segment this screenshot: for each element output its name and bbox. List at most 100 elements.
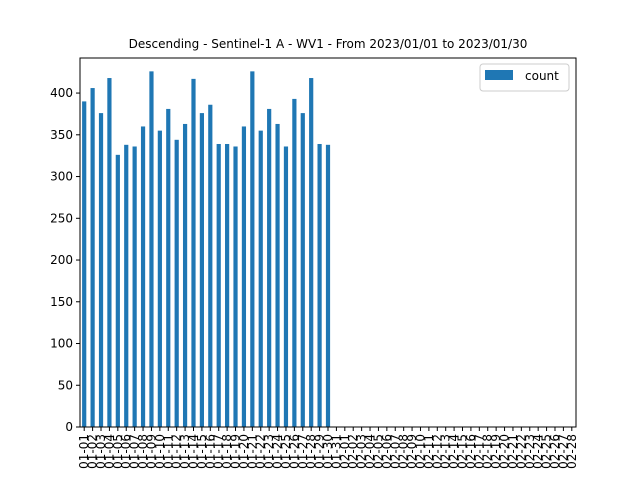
bar: [300, 113, 305, 427]
plot-frame: [79, 57, 577, 428]
bar: [182, 123, 188, 427]
x-tick-label: 02-15: [456, 434, 470, 469]
bar: [166, 108, 171, 428]
x-tick-label: 01-08: [136, 434, 150, 469]
bar: [199, 113, 204, 427]
x-tick-label: 02-26: [548, 434, 562, 469]
bar: [216, 143, 221, 428]
x-tick-label: 01-09: [144, 434, 158, 469]
x-tick-label: 02-17: [472, 434, 486, 469]
x-tick-label: 01-24: [271, 434, 285, 469]
x-tick-label: 01-21: [245, 434, 259, 469]
x-tick-label: 02-05: [371, 434, 385, 469]
y-tick-label: 200: [50, 253, 73, 267]
y-tick-label: 150: [50, 295, 73, 309]
x-tick-label: 02-27: [556, 434, 570, 469]
chart-title: Descending - Sentinel-1 A - WV1 - From 2…: [129, 37, 528, 51]
x-tick-label: 01-23: [262, 434, 276, 469]
x-tick-label: 02-07: [388, 434, 402, 469]
legend-label: count: [525, 69, 559, 83]
x-tick-label: 02-06: [380, 434, 394, 469]
x-tick-label: 01-14: [186, 434, 200, 469]
bar: [258, 130, 263, 427]
bar: [107, 78, 112, 427]
x-tick-label: 01-04: [102, 434, 116, 469]
bar: [267, 108, 272, 428]
bar: [309, 78, 314, 427]
x-axis: 01-0101-0201-0301-0401-0501-0601-0701-08…: [77, 427, 579, 469]
x-tick-label: 01-22: [254, 434, 268, 469]
bar: [149, 71, 154, 428]
x-tick-label: 02-11: [422, 434, 436, 469]
legend: count: [479, 63, 570, 92]
x-tick-label: 01-01: [77, 434, 91, 469]
y-tick-label: 100: [50, 337, 73, 351]
x-tick-label: 01-03: [94, 434, 108, 469]
x-tick-label: 02-22: [514, 434, 528, 469]
x-tick-label: 01-12: [170, 434, 184, 469]
bars-group: [82, 71, 331, 428]
bar: [317, 143, 322, 428]
y-tick-label: 50: [58, 378, 73, 392]
x-tick-label: 01-31: [329, 434, 343, 469]
bar: [174, 139, 179, 427]
x-tick-label: 02-04: [363, 434, 377, 469]
y-tick-label: 300: [50, 170, 73, 184]
x-tick-label: 02-16: [464, 434, 478, 469]
x-tick-label: 01-19: [229, 434, 243, 469]
x-tick-label: 02-24: [531, 434, 545, 469]
bar: [98, 113, 104, 427]
y-tick-label: 400: [50, 86, 73, 100]
y-tick-label: 250: [50, 211, 73, 225]
x-tick-label: 01-20: [237, 434, 251, 469]
x-tick-label: 02-02: [346, 434, 360, 469]
x-tick-label: 01-16: [203, 434, 217, 469]
bar: [115, 154, 120, 427]
x-tick-label: 02-18: [481, 434, 495, 469]
bar: [250, 71, 255, 428]
x-tick-label: 02-13: [439, 434, 453, 469]
bar: [241, 126, 247, 428]
x-tick-label: 02-01: [338, 434, 352, 469]
legend-swatch: [485, 70, 513, 80]
bar: [233, 146, 238, 428]
x-tick-label: 01-11: [161, 434, 175, 469]
x-tick-label: 02-25: [540, 434, 554, 469]
bar: [140, 126, 146, 428]
bar: [90, 88, 95, 428]
x-tick-label: 02-23: [523, 434, 537, 469]
bar: [157, 130, 162, 427]
x-tick-label: 02-19: [489, 434, 503, 469]
bar: [132, 146, 137, 428]
x-tick-label: 01-06: [119, 434, 133, 469]
bar: [292, 98, 297, 427]
x-tick-label: 01-29: [313, 434, 327, 469]
x-tick-label: 01-10: [153, 434, 167, 469]
x-tick-label: 01-17: [212, 434, 226, 469]
x-tick-label: 01-15: [195, 434, 209, 469]
bar: [208, 104, 213, 427]
x-tick-label: 02-14: [447, 434, 461, 469]
x-tick-label: 01-07: [128, 434, 142, 469]
x-tick-label: 01-13: [178, 434, 192, 469]
y-tick-label: 0: [65, 420, 73, 434]
y-tick-label: 350: [50, 128, 73, 142]
x-tick-label: 01-30: [321, 434, 335, 469]
x-tick-label: 01-02: [86, 434, 100, 469]
x-tick-label: 01-25: [279, 434, 293, 469]
x-tick-label: 02-08: [397, 434, 411, 469]
y-axis: 0 50 100 150 200 250 300 350 400: [50, 86, 80, 434]
bar: [124, 144, 129, 427]
bar: [82, 101, 87, 427]
x-tick-label: 02-21: [506, 434, 520, 469]
x-tick-label: 01-05: [111, 434, 125, 469]
x-tick-label: 02-20: [498, 434, 512, 469]
x-tick-label: 02-10: [413, 434, 427, 469]
x-tick-label: 02-28: [565, 434, 579, 469]
x-tick-label: 01-28: [304, 434, 318, 469]
bar: [283, 146, 289, 428]
x-tick-label: 02-09: [405, 434, 419, 469]
x-tick-label: 01-27: [296, 434, 310, 469]
bar: [191, 78, 196, 428]
